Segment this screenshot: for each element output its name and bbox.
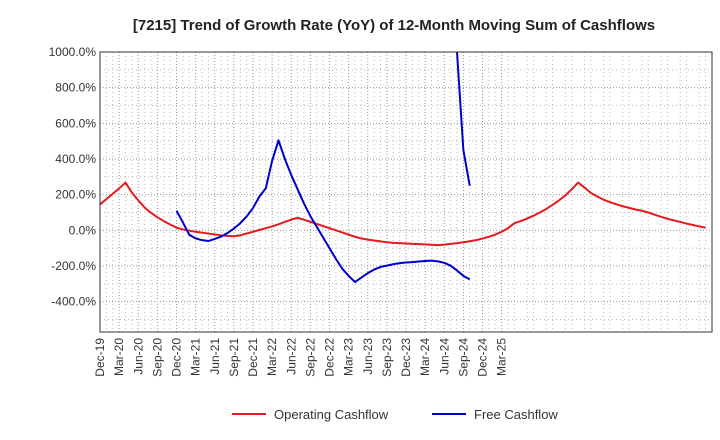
y-tick-label: 400.0% <box>55 152 96 166</box>
x-tick-label: Mar-22 <box>265 338 279 376</box>
chart-title: [7215] Trend of Growth Rate (YoY) of 12-… <box>133 17 655 34</box>
x-tick-label: Mar-21 <box>189 338 203 376</box>
x-tick-label: Mar-24 <box>418 338 432 376</box>
legend-label: Free Cashflow <box>474 407 558 422</box>
legend: Operating Cashflow Free Cashflow <box>232 407 558 422</box>
x-tick-label: Jun-20 <box>131 338 145 375</box>
x-tick-label: Dec-19 <box>93 338 107 377</box>
x-tick-label: Jun-24 <box>437 338 451 375</box>
y-tick-label: 0.0% <box>69 223 97 237</box>
x-tick-label: Jun-21 <box>208 338 222 375</box>
x-tick-label: Sep-23 <box>380 338 394 377</box>
x-tick-label: Sep-22 <box>303 338 317 377</box>
series-line-free-cashflow <box>175 139 471 284</box>
x-tick-label: Mar-20 <box>112 338 126 376</box>
series-layer <box>100 52 706 284</box>
x-tick-label: Dec-20 <box>170 338 184 377</box>
axes: 1000.0% 800.0% 600.0% 400.0% 200.0% 0.0% -200.… <box>49 45 713 377</box>
y-tick-label: -200.0% <box>51 259 96 273</box>
x-tick-label: Sep-20 <box>150 338 164 377</box>
x-tick-label: Sep-21 <box>227 338 241 377</box>
series-line-free-cashflow <box>455 52 471 186</box>
x-tick-label: Dec-24 <box>476 338 490 377</box>
y-tick-label: 200.0% <box>55 188 96 202</box>
y-tick-label: 600.0% <box>55 116 96 130</box>
x-tick-label: Dec-21 <box>246 338 260 377</box>
y-tick-label: 800.0% <box>55 81 96 95</box>
legend-label: Operating Cashflow <box>274 407 389 422</box>
series-line-operating-cashflow <box>100 181 706 247</box>
y-tick-label: -400.0% <box>51 295 96 309</box>
x-tick-label: Dec-23 <box>399 338 413 377</box>
plot-frame <box>99 51 713 333</box>
x-tick-label: Jun-23 <box>361 338 375 375</box>
x-tick-label: Mar-23 <box>342 338 356 376</box>
x-tick-label: Mar-25 <box>495 338 509 376</box>
y-tick-label: 1000.0% <box>49 45 97 59</box>
x-tick-label: Sep-24 <box>456 338 470 377</box>
x-tick-label: Jun-22 <box>284 338 298 375</box>
x-tick-label: Dec-22 <box>323 338 337 377</box>
